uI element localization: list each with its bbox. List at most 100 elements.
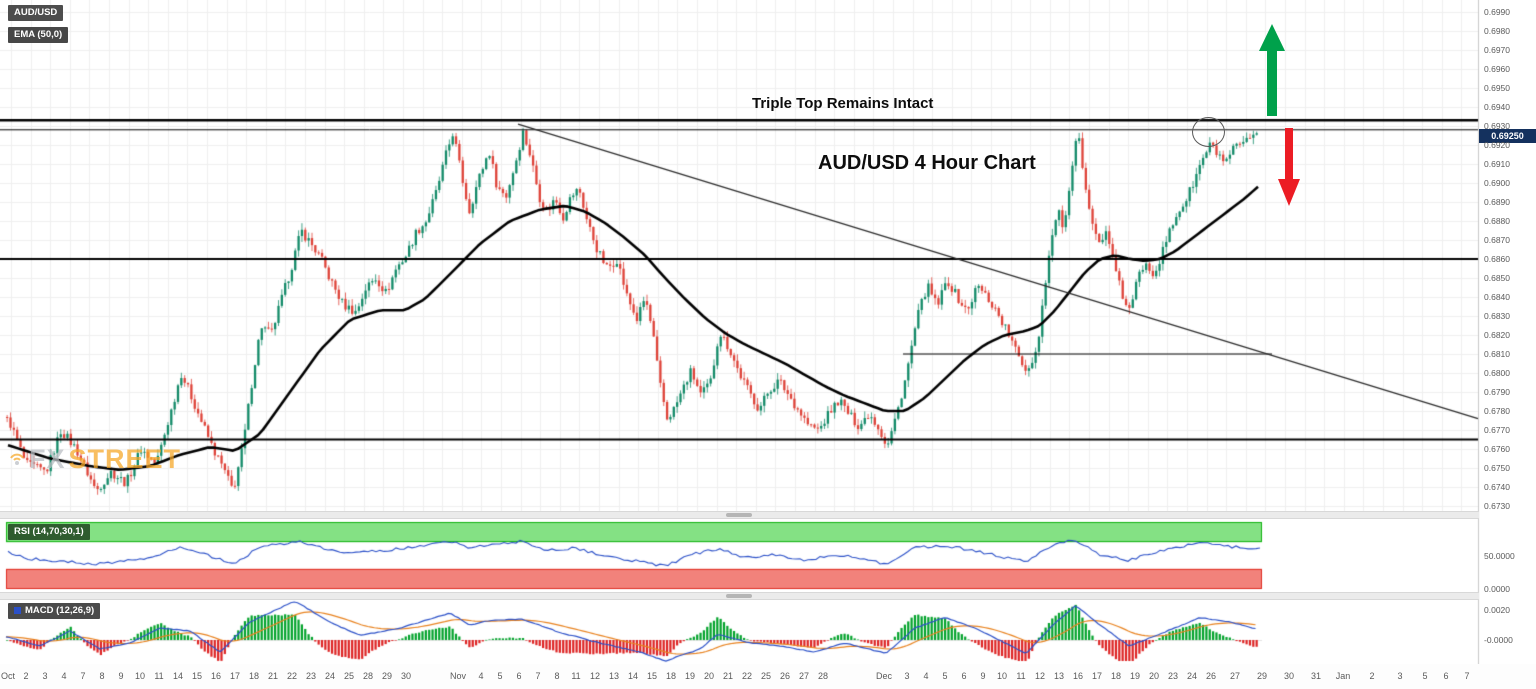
price-axis-label: 0.6790 [1484, 387, 1510, 397]
price-axis-label: 0.6950 [1484, 83, 1510, 93]
time-axis-label: 11 [154, 671, 164, 681]
time-axis-label: 24 [324, 671, 336, 681]
time-axis-label: 13 [608, 671, 620, 681]
ema-legend-badge[interactable]: EMA (50,0) [8, 27, 69, 43]
time-axis-label: 28 [817, 671, 829, 681]
time-axis-label: 16 [1072, 671, 1084, 681]
price-axis-label: 0.6730 [1484, 501, 1510, 511]
time-axis-label: 9 [118, 671, 124, 681]
last-price-badge: 0.69250 [1479, 129, 1536, 143]
price-axis-label: 0.6960 [1484, 64, 1510, 74]
time-axis-label: 7 [535, 671, 541, 681]
time-axis-label: 10 [134, 671, 146, 681]
circle-annotation [1192, 117, 1225, 147]
time-axis-label: 30 [1283, 671, 1295, 681]
panel-resize-handle[interactable] [726, 594, 752, 598]
rsi-legend-badge[interactable]: RSI (14,70,30,1) [8, 524, 90, 540]
price-axis-label: 0.6850 [1484, 273, 1510, 283]
time-axis-label: 14 [627, 671, 639, 681]
time-axis-label: 25 [760, 671, 772, 681]
time-axis-label: 28 [362, 671, 374, 681]
antenna-icon [10, 453, 24, 465]
price-axis-label: 0.6820 [1484, 330, 1510, 340]
price-axis-label: 0.6920 [1484, 140, 1510, 150]
time-axis-label: 17 [229, 671, 241, 681]
price-axis-label: 0.6890 [1484, 197, 1510, 207]
price-axis-label: 0.6880 [1484, 216, 1510, 226]
triple-top-annotation: Triple Top Remains Intact [752, 95, 934, 112]
time-axis-label: 27 [798, 671, 810, 681]
time-axis-label: 25 [343, 671, 355, 681]
price-axis-label: 0.6760 [1484, 444, 1510, 454]
time-axis-label: 7 [80, 671, 86, 681]
time-axis-label: 5 [497, 671, 503, 681]
time-axis-label: 31 [1310, 671, 1322, 681]
time-axis-label: 23 [305, 671, 317, 681]
time-axis-label: 11 [571, 671, 581, 681]
time-axis-label: 2 [23, 671, 29, 681]
price-axis-label: 0.6770 [1484, 425, 1510, 435]
time-axis-label: 19 [1129, 671, 1141, 681]
time-axis-label: 12 [589, 671, 601, 681]
time-axis-label: 10 [996, 671, 1008, 681]
time-axis-label: 3 [904, 671, 910, 681]
panel-divider-rsi [0, 511, 1479, 519]
macd-legend-badge[interactable]: MACD (12,26,9) [8, 603, 101, 619]
time-axis-label: 29 [381, 671, 393, 681]
time-axis-label: 5 [1422, 671, 1428, 681]
time-axis-label: Nov [449, 671, 467, 681]
time-axis-label: 5 [942, 671, 948, 681]
time-axis-label: 18 [248, 671, 260, 681]
symbol-badge[interactable]: AUD/USD [8, 5, 64, 21]
price-axis-label: 0.6870 [1484, 235, 1510, 245]
time-axis-label: 26 [1205, 671, 1217, 681]
price-axis-label: 0.6980 [1484, 26, 1510, 36]
price-axis[interactable]: 0.69250 0.6990 0.6980 0.6970 0.6960 0.6950 0.… [1479, 0, 1536, 664]
time-axis-label: 3 [1397, 671, 1403, 681]
time-axis-label: 16 [210, 671, 222, 681]
time-axis-label: 29 [1256, 671, 1268, 681]
watermark-fx-text: FX [29, 444, 66, 474]
up-arrow-icon [1259, 24, 1285, 116]
time-axis-label: 18 [665, 671, 677, 681]
watermark-street-text: STREET [68, 444, 182, 474]
price-axis-label: 0.6840 [1484, 292, 1510, 302]
down-arrow-icon [1278, 128, 1300, 206]
macd-series-color-icon [14, 607, 21, 615]
time-axis-label: 20 [1148, 671, 1160, 681]
time-axis-label: 8 [554, 671, 560, 681]
time-axis-label: 12 [1034, 671, 1046, 681]
time-axis-label: Dec [875, 671, 893, 681]
time-axis-label: 20 [703, 671, 715, 681]
panel-resize-handle[interactable] [726, 513, 752, 517]
chart-title-annotation: AUD/USD 4 Hour Chart [818, 152, 1036, 174]
time-axis-label: 15 [646, 671, 658, 681]
rsi-axis-label: 50.0000 [1484, 550, 1515, 561]
time-axis-label: 9 [980, 671, 986, 681]
time-axis-label: 17 [1091, 671, 1103, 681]
price-axis-label: 0.6990 [1484, 7, 1510, 17]
time-axis-label: 26 [779, 671, 791, 681]
time-axis-label: 4 [478, 671, 484, 681]
price-axis-label: 0.6740 [1484, 482, 1510, 492]
price-axis-label: 0.6800 [1484, 368, 1510, 378]
time-axis-label: 21 [267, 671, 279, 681]
time-axis-label: 8 [99, 671, 105, 681]
time-axis-label: 19 [684, 671, 696, 681]
time-axis-label: 15 [191, 671, 203, 681]
time-axis-label: 22 [741, 671, 753, 681]
price-axis-label: 0.6830 [1484, 311, 1510, 321]
time-axis-label: Jan [1335, 671, 1351, 681]
time-axis-label: 6 [1443, 671, 1449, 681]
time-axis-label: 3 [42, 671, 48, 681]
panel-divider-macd [0, 592, 1479, 600]
time-axis[interactable]: Oct 2 3 4 7 8 9 10 11 14 15 16 17 18 21 22 23 24 25 28 29 30 N… [0, 664, 1536, 689]
time-axis-label: 6 [516, 671, 522, 681]
time-axis-label: 14 [172, 671, 184, 681]
price-axis-label: 0.6900 [1484, 178, 1510, 188]
time-axis-label: 7 [1464, 671, 1470, 681]
price-axis-label: 0.6750 [1484, 463, 1510, 473]
time-axis-label: 27 [1229, 671, 1241, 681]
